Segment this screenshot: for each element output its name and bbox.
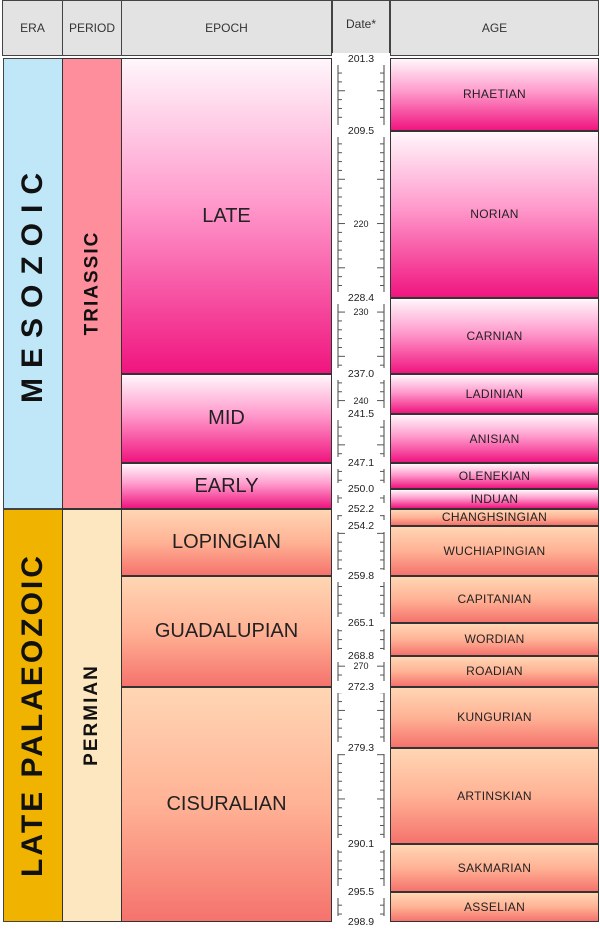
date-label: 201.3 [332,53,390,65]
age-label: CHANGHSINGIAN [441,510,548,525]
date-label: 279.3 [332,742,390,755]
epoch-early: EARLY [121,463,332,509]
epoch-label: EARLY [194,474,259,497]
age-wordian: WORDIAN [390,622,599,656]
era-late-palaeozoic: LATE PALAEOZOIC [3,508,63,922]
date-label: 230 [353,307,369,318]
age-changhsingian: CHANGHSINGIAN [390,508,599,527]
date-label: 270 [353,661,369,672]
date-label: 290.1 [332,838,390,851]
date-label: 209.5 [332,124,390,137]
epoch-label: LATE [202,204,251,227]
period-triassic: TRIASSIC [62,58,122,509]
epoch-lopingian: LOPINGIAN [121,508,332,576]
epoch-label: GUADALUPIAN [154,619,299,642]
age-label: NORIAN [470,207,519,222]
period-triassic-label: TRIASSIC [81,230,102,336]
epoch-guadalupian: GUADALUPIAN [121,575,332,687]
date-label: 268.8 [332,649,390,662]
age-sakmarian: SAKMARIAN [390,844,599,892]
header-age: AGE [390,0,599,56]
date-label: 298.9 [332,916,390,928]
era-mesozoic-label: MESOZOIC [16,163,50,404]
era-mesozoic: MESOZOIC [3,58,63,509]
date-label: 254.2 [332,520,390,533]
date-label: 272.3 [332,680,390,693]
epoch-label: CISURALIAN [166,792,287,815]
date-label: 228.4 [332,291,390,304]
age-label: CARNIAN [466,328,523,343]
age-label: ASSELIAN [463,899,526,914]
date-label: 241.5 [332,407,390,420]
epoch-label: MID [208,407,245,430]
age-norian: NORIAN [390,130,599,298]
age-label: ANISIAN [469,431,520,446]
date-label: 247.1 [332,457,390,470]
age-carnian: CARNIAN [390,297,599,375]
header-epoch: EPOCH [121,0,332,56]
age-wuchiapingian: WUCHIAPINGIAN [390,526,599,576]
epoch-mid: MID [121,374,332,464]
age-anisian: ANISIAN [390,413,599,464]
period-permian-label: PERMIAN [81,664,102,767]
age-label: KUNGURIAN [457,710,532,725]
age-capitanian: CAPITANIAN [390,575,599,623]
age-label: CAPITANIAN [457,592,532,607]
age-induan: INDUAN [390,489,599,509]
header-period: PERIOD [62,0,122,56]
age-roadian: ROADIAN [390,655,599,687]
age-label: LADINIAN [465,386,524,401]
date-label: 265.1 [332,616,390,629]
date-label: 250.0 [332,483,390,496]
epoch-cisuralian: CISURALIAN [121,686,332,922]
epoch-label: LOPINGIAN [172,530,281,553]
date-label: 252.2 [332,502,390,515]
age-label: ROADIAN [466,664,523,679]
date-label: 240 [353,395,369,406]
age-label: RHAETIAN [462,87,527,102]
period-permian: PERMIAN [62,508,122,922]
age-ladinian: LADINIAN [390,374,599,414]
era-late-palaeozoic-label: LATE PALAEOZOIC [16,553,50,878]
date-label: 237.0 [332,368,390,381]
header-era: ERA [2,0,63,56]
age-label: OLENEKIAN [458,469,531,484]
age-artinskian: ARTINSKIAN [390,748,599,845]
age-label: INDUAN [470,491,519,506]
header-date: Date* [332,0,390,56]
age-asselian: ASSELIAN [390,891,599,922]
age-label: SAKMARIAN [457,860,532,875]
age-kungurian: KUNGURIAN [390,686,599,749]
age-olenekian: OLENEKIAN [390,463,599,490]
epoch-late: LATE [121,58,332,375]
age-label: WORDIAN [464,632,525,647]
date-label: 295.5 [332,885,390,898]
age-rhaetian: RHAETIAN [390,58,599,131]
date-label: 259.8 [332,569,390,582]
age-label: ARTINSKIAN [457,789,532,804]
age-label: WUCHIAPINGIAN [443,544,546,559]
date-label: 220 [353,218,369,229]
